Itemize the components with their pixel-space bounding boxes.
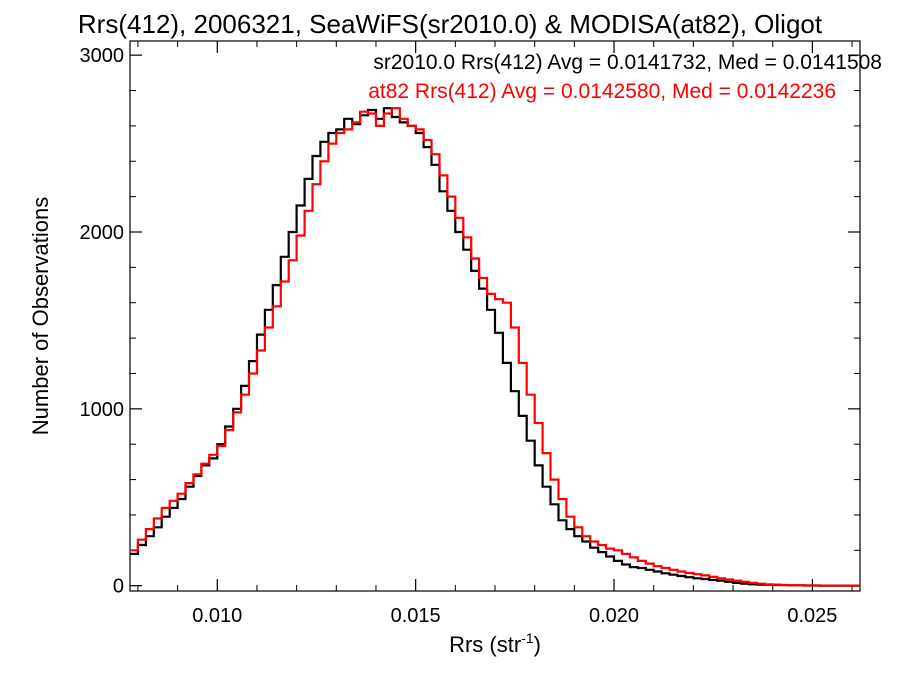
legend: sr2010.0 Rrs(412) Avg = 0.0141732, Med =… (368, 51, 882, 103)
y-tick-label: 0 (113, 576, 124, 598)
series-sr2010-histogram (130, 107, 860, 587)
x-tick-label: 0.025 (787, 605, 837, 627)
x-axis-label-close: ) (534, 632, 541, 657)
series-group (130, 107, 860, 587)
y-axis-label: Number of Observations (28, 197, 53, 435)
x-tick-label: 0.015 (391, 605, 441, 627)
chart-title: Rrs(412), 2006321, SeaWiFS(sr2010.0) & M… (78, 9, 823, 39)
series-at82-histogram (130, 107, 860, 587)
y-tick-label: 2000 (80, 222, 125, 244)
x-axis-label-text: Rrs (str (449, 632, 521, 657)
axis-ticks: 0.010 0.015 0.020 0.025 0 1000 2000 3000 (80, 41, 860, 627)
x-tick-label: 0.020 (589, 605, 639, 627)
x-axis-label-superscript: -1 (521, 630, 534, 646)
x-tick-label: 0.010 (192, 605, 242, 627)
y-tick-label: 1000 (80, 399, 125, 421)
x-axis-label: Rrs (str-1) (449, 630, 541, 657)
legend-entry-at82: at82 Rrs(412) Avg = 0.0142580, Med = 0.0… (368, 80, 836, 103)
y-tick-label: 3000 (80, 45, 125, 67)
legend-entry-sr2010: sr2010.0 Rrs(412) Avg = 0.0141732, Med =… (373, 51, 882, 74)
